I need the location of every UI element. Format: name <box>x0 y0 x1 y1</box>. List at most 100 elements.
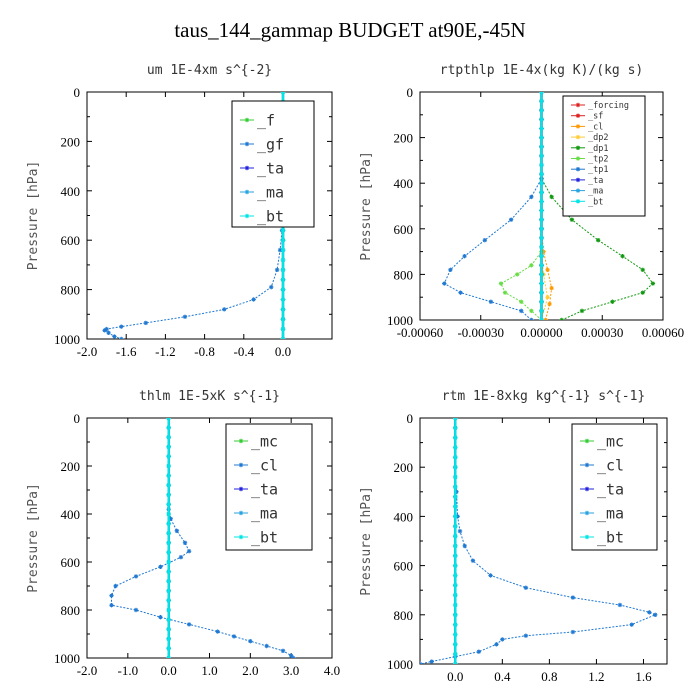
data-point <box>166 636 171 641</box>
data-point <box>453 622 458 627</box>
data-point <box>539 126 544 131</box>
data-point <box>215 629 220 634</box>
data-point <box>539 308 544 314</box>
legend-marker <box>575 156 581 161</box>
data-point <box>453 504 458 509</box>
data-point <box>166 531 171 536</box>
data-point <box>462 543 467 549</box>
chart-title: um 1E-4xm s^{-2} <box>147 63 272 78</box>
legend-marker <box>584 438 590 444</box>
data-point <box>280 326 286 332</box>
data-point <box>166 502 171 507</box>
legend-entry: _cl <box>588 122 603 132</box>
y-tick-label: 800 <box>61 283 81 298</box>
data-point <box>288 653 294 658</box>
chart-title: rtm 1E-8xkg kg^{-1} s^{-1} <box>442 389 646 404</box>
legend-entry: _ma <box>588 187 603 197</box>
legend-entry: _ta <box>257 159 284 177</box>
legend-entry: _tp2 <box>588 154 608 164</box>
x-tick-label: 1.2 <box>588 669 604 684</box>
data-point <box>280 307 286 312</box>
data-point <box>182 540 188 545</box>
data-point <box>617 602 623 608</box>
data-point <box>453 425 458 431</box>
data-point <box>280 267 286 273</box>
data-point <box>106 330 111 336</box>
x-tick-label: 0.4 <box>494 669 511 684</box>
data-point <box>539 226 544 231</box>
data-point <box>596 238 601 243</box>
data-point <box>453 455 458 460</box>
y-tick-label: 1000 <box>54 332 80 347</box>
series-line-cl <box>111 418 294 658</box>
data-point <box>529 194 534 200</box>
data-point <box>186 622 192 627</box>
data-point <box>545 295 550 300</box>
y-tick-label: 200 <box>61 459 81 474</box>
x-tick-label: -1.6 <box>116 344 137 359</box>
data-point <box>539 263 544 268</box>
data-point <box>640 290 645 295</box>
x-tick-label: 0.00000 <box>520 325 562 340</box>
series-line-tp2 <box>500 92 542 320</box>
data-point <box>133 607 139 613</box>
data-point <box>158 564 163 569</box>
data-point <box>569 217 575 222</box>
data-point <box>453 514 458 519</box>
data-point <box>519 308 524 314</box>
x-tick-label: -0.00030 <box>457 325 504 340</box>
series-line-tp1 <box>443 92 542 320</box>
legend-entry: _forcing <box>588 101 629 111</box>
data-point <box>166 588 171 593</box>
legend-marker <box>575 177 581 183</box>
y-tick-label: 0 <box>407 85 414 100</box>
data-point <box>508 217 514 222</box>
legend-entry: _gf <box>257 135 284 153</box>
data-point <box>280 648 286 653</box>
data-point <box>482 238 487 243</box>
data-point <box>458 290 463 295</box>
data-point <box>453 563 458 568</box>
y-tick-label: 200 <box>394 131 414 146</box>
data-point <box>629 622 634 627</box>
y-tick-label: 200 <box>61 134 81 149</box>
data-point <box>462 253 467 259</box>
data-point <box>280 277 286 282</box>
data-point <box>429 659 434 664</box>
data-point <box>453 642 458 647</box>
y-tick-label: 600 <box>61 233 81 248</box>
data-point <box>277 247 283 253</box>
data-point <box>539 235 544 241</box>
x-tick-label: 0.00030 <box>581 325 623 340</box>
data-point <box>453 494 458 499</box>
y-axis-label: Pressure [hPa] <box>26 483 41 593</box>
data-point <box>133 574 139 579</box>
data-point <box>570 595 576 600</box>
data-point <box>453 445 458 450</box>
data-point <box>182 314 188 319</box>
data-point <box>104 326 109 332</box>
legend-entry: _ma <box>257 183 284 201</box>
x-tick-label: 0.8 <box>541 669 557 684</box>
legend-marker <box>584 462 590 468</box>
legend-marker <box>584 486 590 492</box>
data-point <box>166 579 171 584</box>
data-point <box>453 592 458 598</box>
legend-marker <box>238 510 244 516</box>
x-tick-label: 1.0 <box>201 663 217 678</box>
data-point <box>158 615 163 620</box>
data-point <box>143 320 148 326</box>
legend-entry: _f <box>257 111 275 129</box>
data-point <box>523 585 529 590</box>
page-title: taus_144_gammap BUDGET at90E,-45N <box>174 18 526 42</box>
legend-marker <box>575 199 581 204</box>
data-point <box>453 661 458 664</box>
data-point <box>454 489 459 494</box>
data-point <box>166 444 171 449</box>
data-point <box>186 549 192 554</box>
data-point <box>269 284 274 290</box>
x-tick-label: 0.0 <box>275 344 291 359</box>
x-tick-label: -0.4 <box>234 344 255 359</box>
